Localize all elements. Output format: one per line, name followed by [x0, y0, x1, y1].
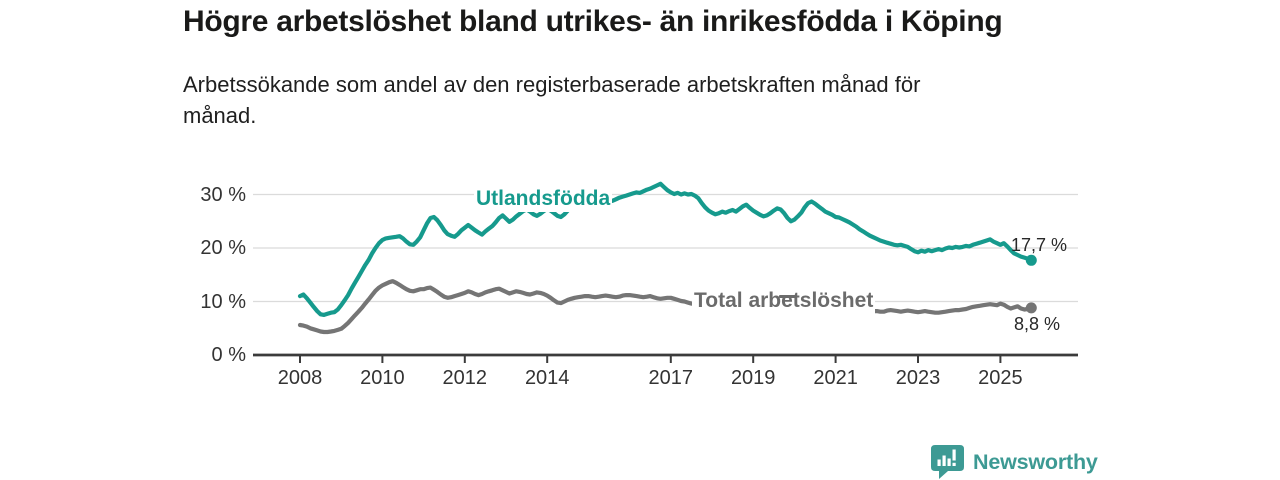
x-axis-label-2014: 2014	[524, 367, 570, 389]
y-axis-label-0: 0 %	[211, 344, 246, 366]
x-axis-label-2021: 2021	[813, 367, 858, 389]
x-axis-label-2008: 2008	[277, 367, 323, 389]
x-axis-label-2017: 2017	[648, 367, 694, 389]
line-artifact-dash	[779, 295, 797, 298]
newsworthy-attribution: Newsworthy	[931, 444, 1098, 480]
y-axis-label-30: 30 %	[200, 183, 246, 206]
x-axis-label-2023: 2023	[895, 367, 941, 389]
chart-subtitle: Arbetssökande som andel av den registerb…	[183, 69, 920, 131]
x-axis-label-2010: 2010	[360, 367, 405, 389]
series-line-utlandsf-dda	[297, 181, 1034, 317]
x-axis-label-2019: 2019	[730, 367, 776, 389]
newsworthy-wordmark: Newsworthy	[973, 449, 1098, 474]
end-value-label-total: 8,8 %	[1014, 314, 1061, 334]
newsworthy-logo-icon	[931, 445, 964, 479]
end-dot-utlandsf-dda	[1025, 254, 1037, 266]
end-dot-total-arbetsl-shet	[1025, 302, 1037, 314]
y-axis-label-10: 10 %	[200, 290, 246, 313]
series-line-total-arbetsl-shet	[297, 279, 1034, 335]
subtitle-line-2: månad.	[183, 103, 257, 128]
series-label-utlandsfodda: Utlandsfödda	[474, 186, 613, 212]
x-axis-label-2025: 2025	[978, 367, 1023, 389]
x-axis-label-2012: 2012	[442, 367, 488, 389]
y-axis-label-20: 20 %	[200, 237, 246, 259]
subtitle-line-1: Arbetssökande som andel av den registerb…	[183, 72, 921, 97]
page-title: Högre arbetslöshet bland utrikes- än inr…	[183, 5, 1003, 38]
series-label-total-arbetsloshet: Total arbetslöshet	[692, 288, 876, 314]
end-value-label-utlandsfodda: 17,7 %	[1011, 235, 1068, 255]
